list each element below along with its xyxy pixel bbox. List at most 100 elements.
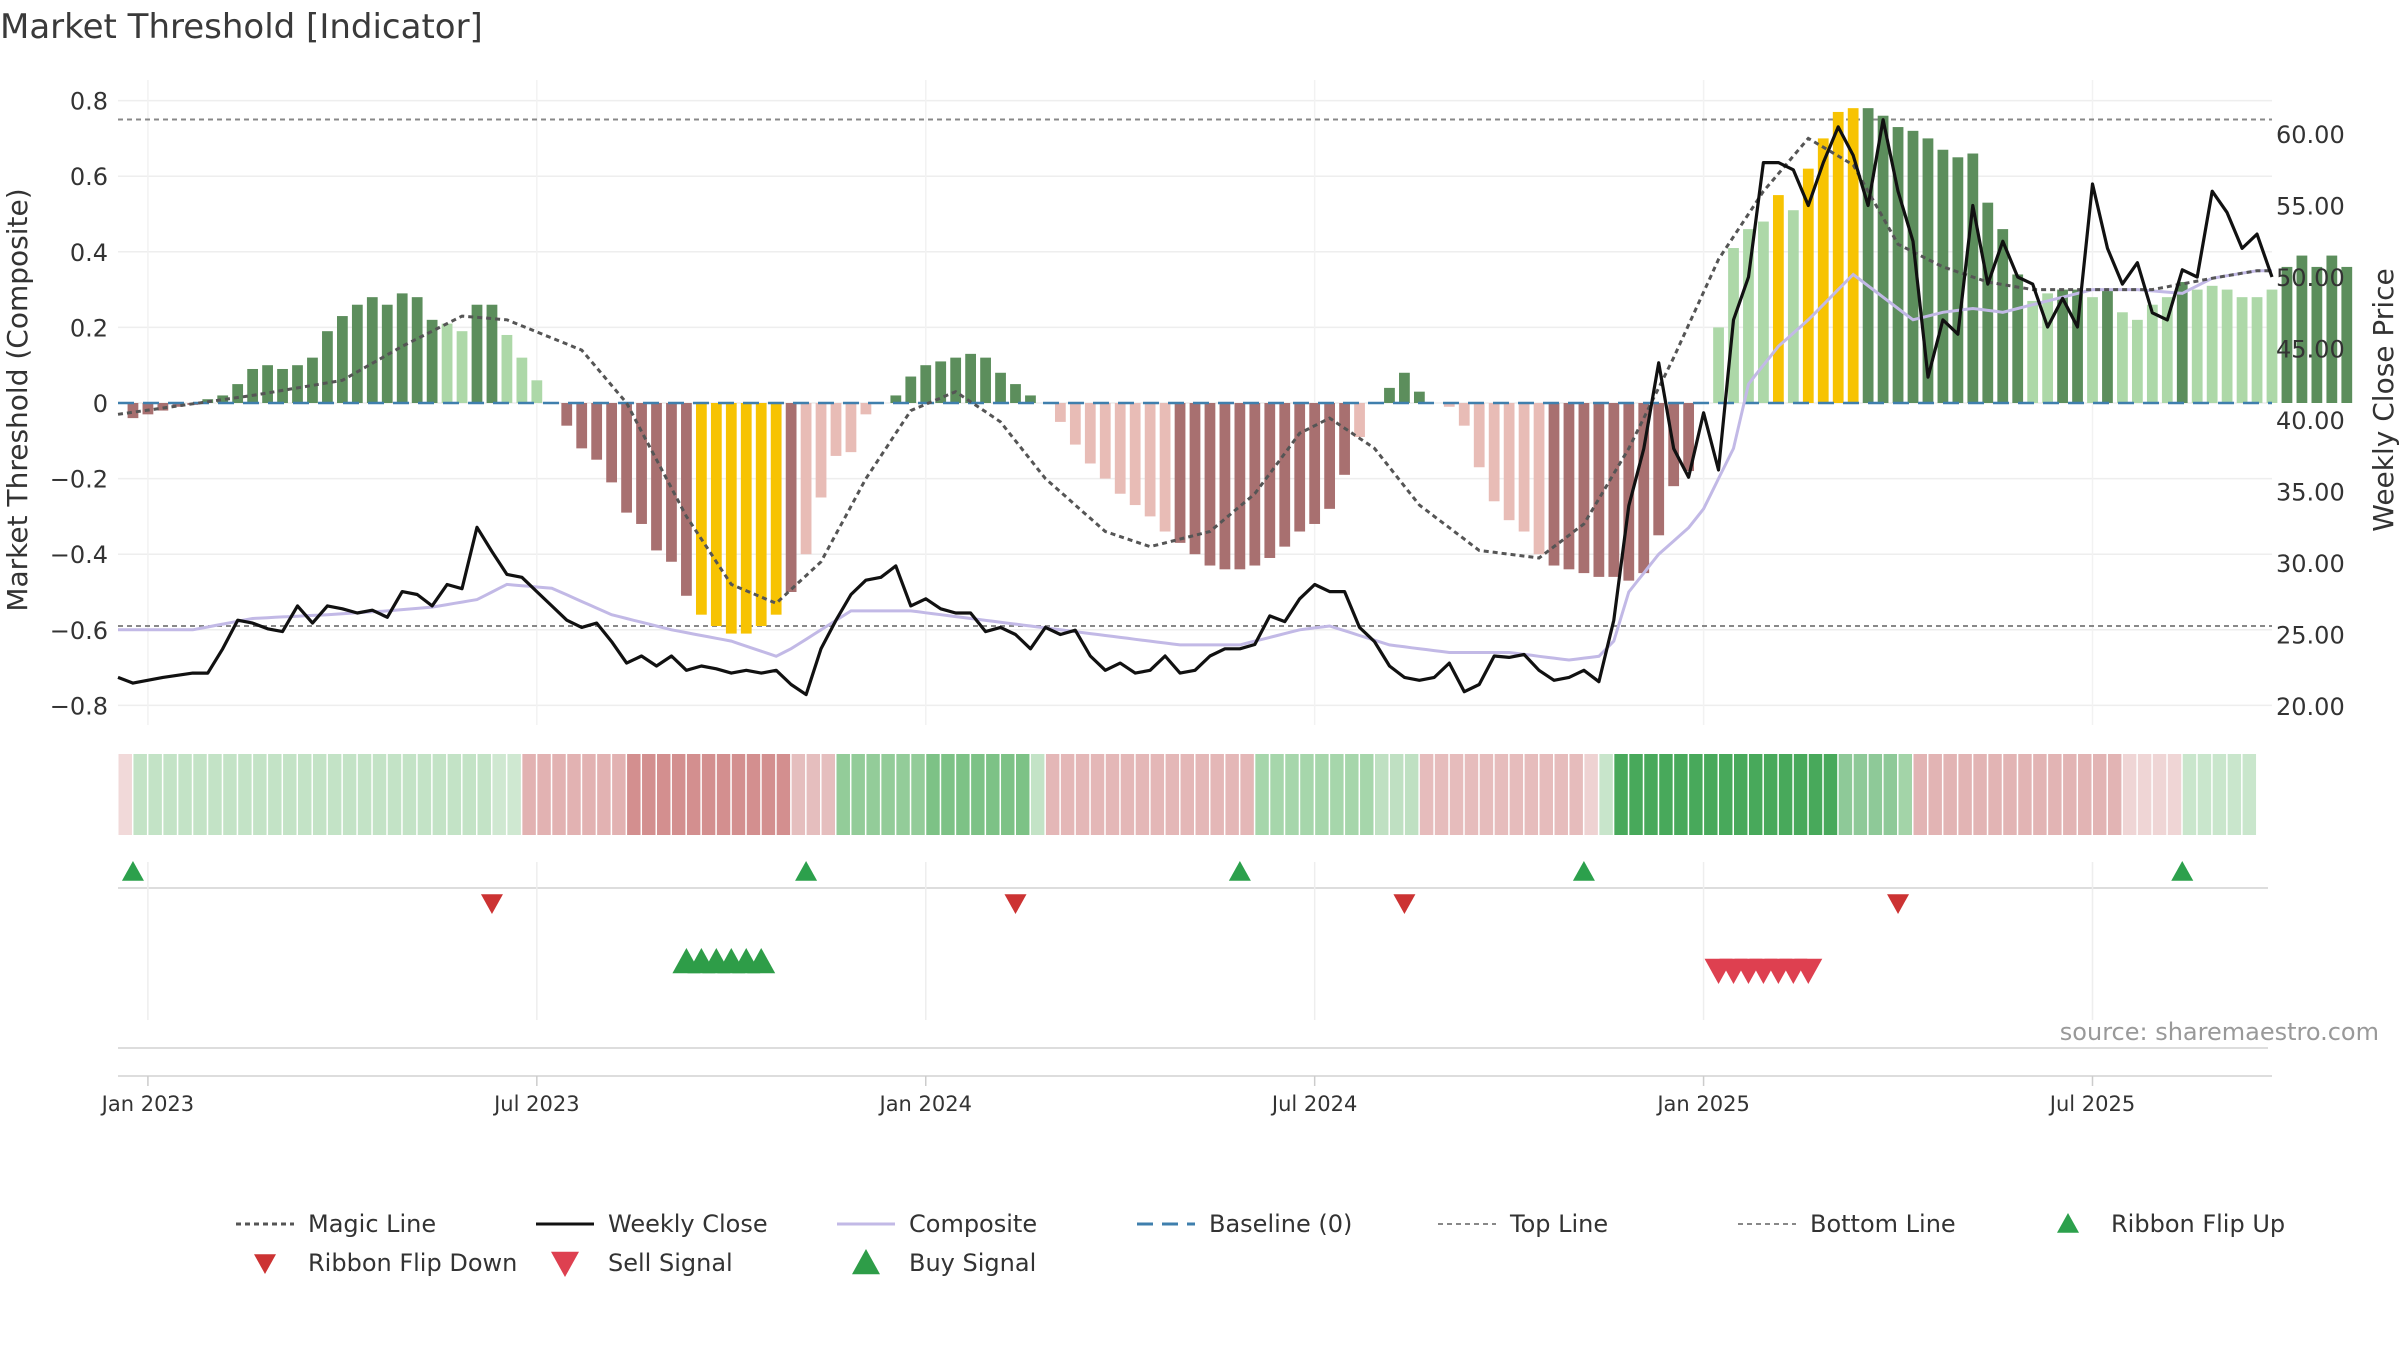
ribbon-cell [238, 754, 252, 835]
ribbon-cell [612, 754, 626, 835]
ribbon-cell [507, 754, 521, 835]
composite-bar [1069, 403, 1081, 445]
composite-bar [1653, 403, 1665, 536]
x-tick-label: Jul 2024 [1270, 1092, 1357, 1116]
y-tick-label: −0.8 [50, 692, 108, 720]
ribbon-cell [2137, 754, 2152, 835]
composite-bar [606, 403, 618, 483]
composite-bar [1204, 403, 1216, 566]
composite-bar [1623, 403, 1635, 581]
composite-bar [262, 365, 273, 403]
ribbon-cell [2018, 754, 2032, 835]
ribbon-cell [2152, 754, 2167, 835]
y-tick-label: 0.6 [70, 163, 108, 191]
composite-bar [1548, 403, 1560, 566]
composite-bar [725, 403, 737, 634]
ribbon-flip-up-marker [1228, 861, 1251, 881]
ribbon-cell [1958, 754, 1972, 835]
composite-bar [1997, 229, 2009, 403]
composite-bar [127, 403, 139, 419]
composite-bar [1234, 403, 1246, 570]
ribbon-cell [746, 754, 761, 835]
composite-line [118, 269, 2272, 662]
composite-bar [501, 334, 513, 403]
ribbon-cell [1195, 754, 1209, 835]
composite-bar [396, 293, 408, 403]
composite-bar [441, 323, 453, 403]
ribbon-flip-down-marker [1393, 894, 1416, 914]
right-axis-ticks: 60.00 55.00 50.00 45.00 40.00 35.00 30.00 25.00… [2276, 121, 2345, 721]
legend-swatch [551, 1251, 579, 1277]
composite-bar [681, 403, 692, 596]
legend-item-buy: Buy Signal [852, 1249, 1036, 1277]
ribbon-cell [941, 754, 955, 835]
legend-label: Baseline (0) [1209, 1210, 1352, 1238]
composite-bar [1129, 403, 1141, 506]
ribbon-cell [1225, 754, 1239, 835]
ribbon-cell [1449, 754, 1464, 835]
composite-bar [1563, 403, 1575, 570]
legend-item-baseline: Baseline (0) [1137, 1210, 1352, 1238]
ribbon-cell [522, 754, 536, 835]
composite-bar [1084, 403, 1096, 464]
ribbon-cell [1988, 754, 2002, 835]
composite-bar [995, 372, 1006, 403]
ribbon-cell [1838, 754, 1853, 835]
composite-bar [1264, 403, 1276, 558]
y-tick-label: −0.4 [50, 541, 108, 569]
composite-bar [2266, 289, 2278, 403]
x-tick-label: Jan 2023 [100, 1092, 195, 1116]
ribbon-cell [567, 754, 581, 835]
composite-bar [710, 403, 722, 627]
composite-bar [516, 357, 528, 403]
ribbon-cell [2063, 754, 2077, 835]
legend-item-sell: Sell Signal [551, 1249, 733, 1277]
composite-bar [666, 403, 677, 562]
legend-label: Sell Signal [608, 1249, 733, 1277]
ribbon-cell [118, 754, 132, 835]
composite-bar [1758, 221, 1769, 403]
ribbon-cell [1689, 754, 1703, 835]
composite-bar [531, 380, 543, 403]
ribbon-cell [1509, 754, 1524, 835]
y2-tick-label: 45.00 [2276, 336, 2345, 364]
y2-tick-label: 50.00 [2276, 264, 2345, 292]
ribbon-cell [1255, 754, 1269, 835]
ribbon-cell [1913, 754, 1927, 835]
ribbon-cell [2242, 754, 2257, 835]
composite-bar [292, 365, 303, 403]
composite-bar [1952, 157, 1964, 403]
composite-bar [740, 403, 752, 634]
ribbon-cell [1180, 754, 1194, 835]
composite-bar [695, 403, 707, 615]
composite-bar [2087, 297, 2098, 403]
composite-bar [322, 331, 333, 403]
ribbon-cell [2078, 754, 2092, 835]
legend-swatch [852, 1249, 880, 1275]
composite-bar [651, 403, 662, 551]
y2-tick-label: 55.00 [2276, 193, 2345, 221]
composite-bar [1578, 403, 1590, 574]
ribbon-cell [971, 754, 985, 835]
y2-axis-label: Weekly Close Price [2367, 268, 2400, 531]
legend-item-flip_up: Ribbon Flip Up [2057, 1210, 2285, 1238]
composite-bar [426, 319, 438, 403]
ribbon-cell [2003, 754, 2017, 835]
ribbon-cell [1853, 754, 1868, 835]
composite-bar [1054, 403, 1066, 422]
y2-tick-label: 60.00 [2276, 121, 2345, 149]
ribbon-cell [2182, 754, 2197, 835]
ribbon-cell [1210, 754, 1224, 835]
composite-bar [1877, 115, 1889, 403]
ribbon-cell [926, 754, 940, 835]
composite-bar [2341, 266, 2353, 403]
ribbon-cell [1823, 754, 1838, 835]
ribbon-cell [1644, 754, 1658, 835]
ribbon-cell [492, 754, 506, 835]
ribbon-cell [1464, 754, 1479, 835]
legend-item-flip_down: Ribbon Flip Down [254, 1249, 517, 1277]
ribbon-cell [1554, 754, 1568, 835]
composite-bar [1339, 403, 1350, 475]
ribbon-cell [1375, 754, 1389, 835]
legend-label: Buy Signal [909, 1249, 1036, 1277]
